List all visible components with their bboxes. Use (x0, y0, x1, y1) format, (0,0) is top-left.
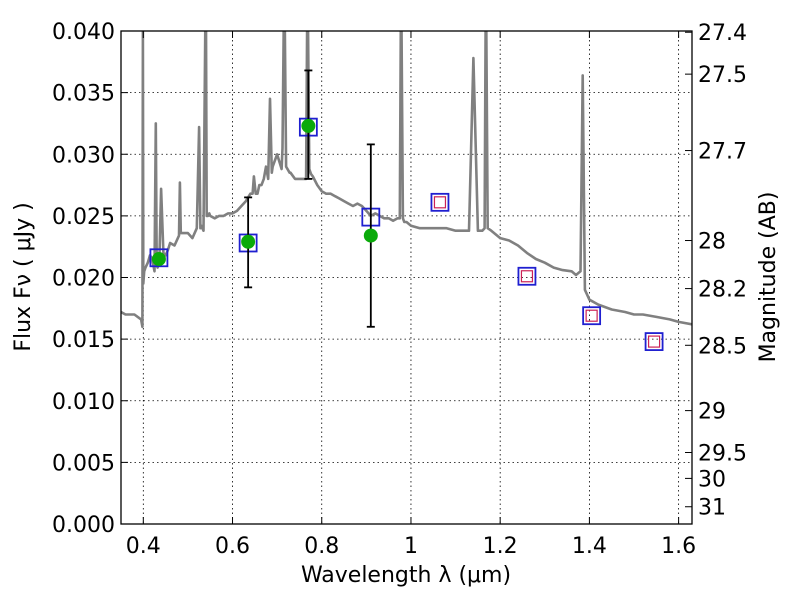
limit-square (433, 196, 447, 209)
y-tick-label: 0.030 (52, 143, 115, 168)
y-tick-label: 0.000 (52, 513, 115, 538)
y-tick-label: 0.010 (52, 390, 115, 415)
y-tick-label: 0.035 (52, 82, 115, 107)
y-right-axis-label: Magnitude (AB) (756, 192, 781, 363)
x-axis-label: Wavelength λ (μm) (301, 563, 511, 588)
y-tick-label: 0.005 (52, 451, 115, 476)
ticks: 0.4 0.6 0.8 1 1.2 1.4 1.6 0.000 0.005 0.010 0.015 0… (52, 20, 747, 559)
y-tick-label: 0.015 (52, 328, 115, 353)
right-tick-label: 30 (698, 467, 726, 492)
right-tick-label: 27.5 (698, 63, 747, 88)
spectrum-line (121, 31, 692, 329)
observed-point (241, 234, 256, 249)
model-square (149, 248, 169, 268)
right-tick-label: 27.7 (698, 140, 747, 165)
observed-point (301, 118, 316, 133)
right-tick-label: 31 (698, 496, 726, 521)
y-tick-label: 0.040 (52, 20, 115, 45)
observed-point (151, 252, 166, 267)
y-tick-label: 0.020 (52, 267, 115, 292)
model-square (517, 266, 537, 286)
x-tick-label: 1.6 (661, 534, 696, 559)
y-axis-label: Flux Fν ( μJy ) (11, 202, 36, 351)
markers (149, 69, 664, 351)
limit-square (585, 309, 598, 322)
model-square (582, 306, 602, 326)
right-tick-label: 29 (698, 400, 726, 425)
x-tick-label: 1.2 (483, 534, 518, 559)
model-square (644, 332, 664, 351)
y-tick-label: 0.025 (52, 205, 115, 230)
right-tick-label: 28.2 (698, 278, 747, 303)
plot-area (121, 31, 692, 329)
right-tick-label: 29.5 (698, 442, 747, 467)
x-tick-label: 0.6 (215, 534, 250, 559)
limit-square (520, 270, 534, 283)
right-tick-label: 28.5 (698, 334, 747, 359)
x-tick-label: 0.8 (304, 534, 339, 559)
observed-point (363, 228, 378, 243)
limit-square (647, 335, 661, 348)
x-tick-label: 1 (404, 534, 418, 559)
right-tick-label: 27.4 (698, 21, 747, 46)
x-tick-label: 0.4 (126, 534, 161, 559)
right-tick-label: 28 (698, 230, 726, 255)
model-square (430, 192, 450, 212)
x-tick-label: 1.4 (572, 534, 607, 559)
